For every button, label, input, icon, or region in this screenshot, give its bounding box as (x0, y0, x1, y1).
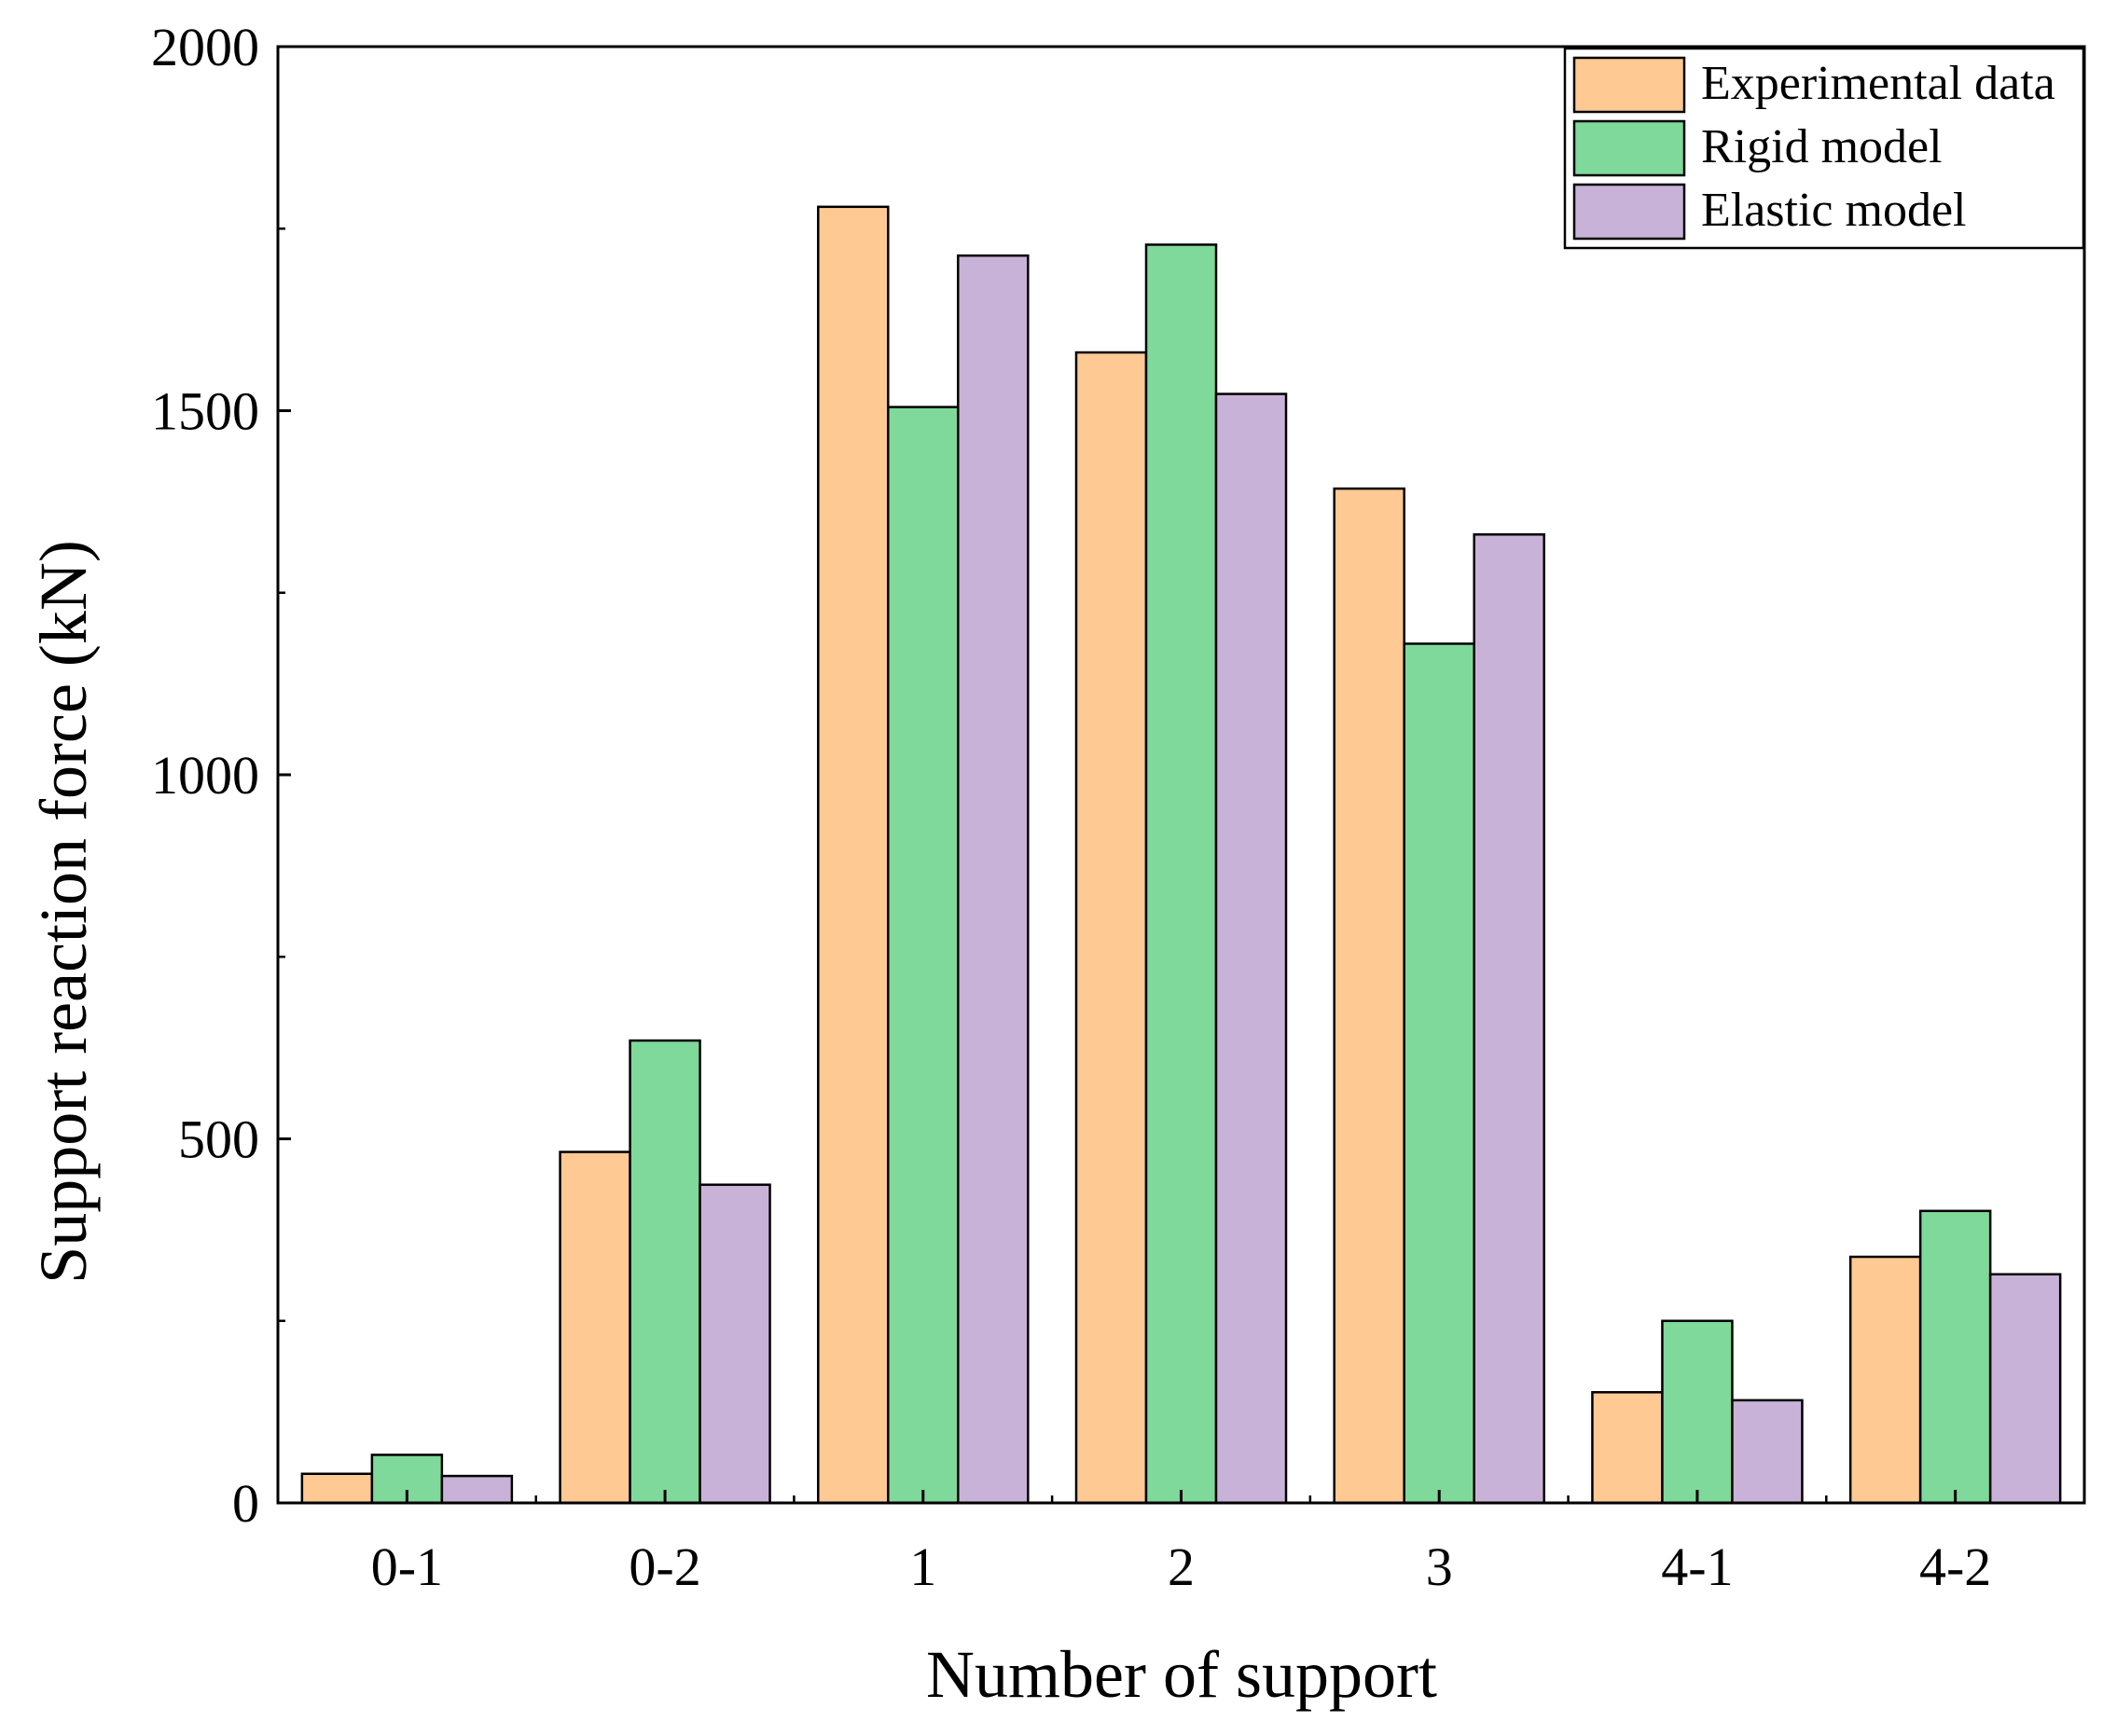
bar-experimental-data-4-2 (1848, 1255, 1922, 1505)
bar-rigid-model-0-2 (629, 1039, 701, 1505)
bars-layer (300, 205, 2062, 1505)
y-tick-label: 1500 (151, 381, 259, 442)
y-tick-label: 0 (232, 1473, 259, 1534)
bar-experimental-data-4-1 (1591, 1391, 1664, 1505)
bar-experimental-data-2 (1074, 351, 1148, 1505)
bar-experimental-data-0-1 (300, 1472, 374, 1505)
x-tick-label: 0-1 (371, 1536, 443, 1597)
x-tick-label: 3 (1426, 1536, 1453, 1597)
bar-rigid-model-2 (1144, 243, 1218, 1505)
axes-layer: 0 500 1000 1500 2000 0-1 0-2 1 2 3 4-1 4-2 (151, 17, 2086, 1597)
bar-elastic-model-0-1 (440, 1474, 514, 1505)
x-tick-label: 4-1 (1661, 1536, 1733, 1597)
bar-rigid-model-4-2 (1918, 1209, 1992, 1505)
x-tick-label: 0-2 (629, 1536, 700, 1597)
bar-elastic-model-4-1 (1731, 1398, 1804, 1505)
bar-elastic-model-2 (1214, 393, 1288, 1505)
x-tick-label: 1 (909, 1536, 936, 1597)
bar-elastic-model-3 (1473, 533, 1545, 1505)
y-tick-label: 1000 (151, 745, 259, 806)
bar-experimental-data-3 (1333, 487, 1405, 1505)
bar-experimental-data-1 (817, 205, 890, 1505)
x-axis-title: Number of support (926, 1637, 1437, 1712)
bar-experimental-data-0-2 (559, 1150, 631, 1505)
legend-swatch (1572, 183, 1686, 241)
x-tick-label: 2 (1168, 1536, 1195, 1597)
bar-elastic-model-4-2 (1988, 1273, 2062, 1505)
legend: Experimental data Rigid model Elastic mode… (1563, 47, 2085, 250)
legend-swatch (1572, 119, 1686, 177)
y-axis-title: Support reaction force (kN) (26, 540, 101, 1284)
bar-elastic-model-1 (957, 254, 1030, 1505)
legend-label: Rigid model (1701, 120, 1943, 173)
y-tick-label: 2000 (151, 17, 259, 77)
legend-label: Elastic model (1701, 184, 1966, 237)
bar-rigid-model-4-1 (1661, 1319, 1734, 1505)
bar-elastic-model-0-2 (699, 1183, 771, 1505)
legend-swatch (1572, 56, 1686, 114)
legend-label: Experimental data (1701, 57, 2055, 110)
y-tick-label: 500 (178, 1109, 259, 1170)
bar-rigid-model-3 (1403, 642, 1475, 1505)
x-tick-label: 4-2 (1919, 1536, 1991, 1597)
bar-rigid-model-1 (887, 406, 960, 1505)
